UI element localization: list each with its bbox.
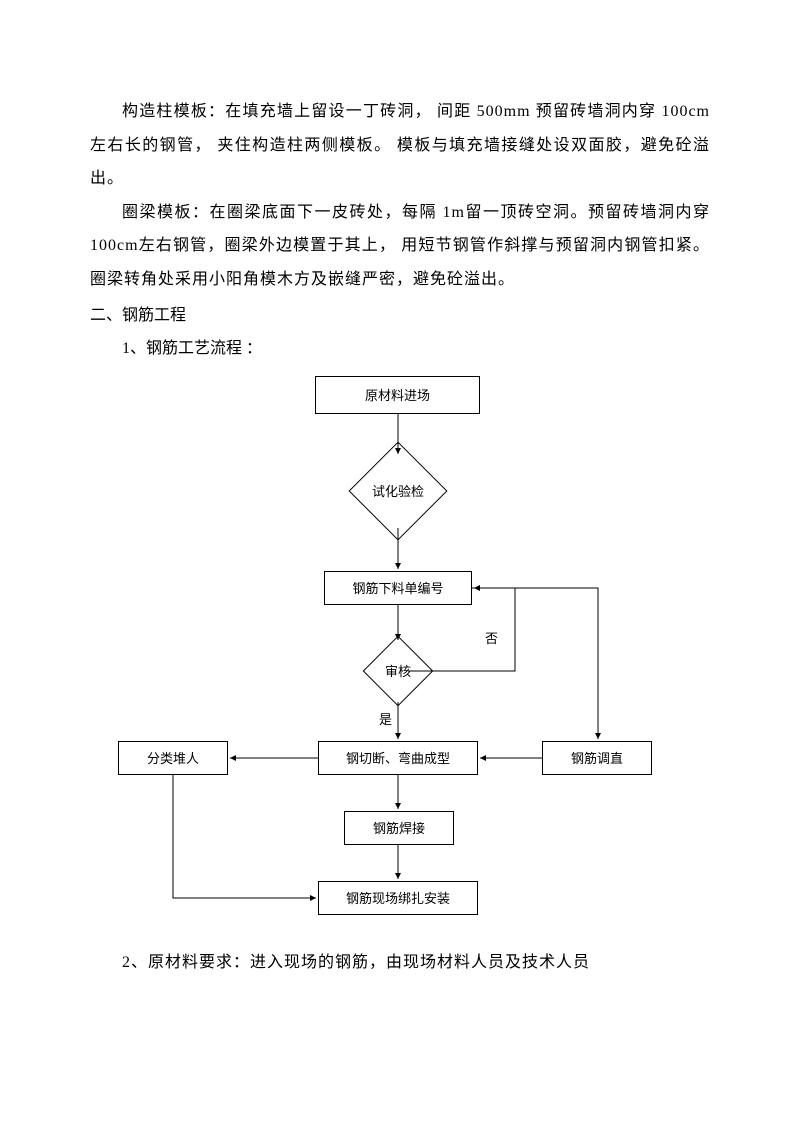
node-straighten: 钢筋调直 bbox=[542, 741, 652, 775]
node-audit: 审核 bbox=[373, 646, 423, 696]
heading-steel: 二、钢筋工程 bbox=[90, 299, 710, 333]
node-start: 原材料进场 bbox=[315, 376, 480, 414]
node-pile: 分类堆人 bbox=[118, 741, 228, 775]
paragraph-footer: 2、原材料要求：进入现场的钢筋，由现场材料人员及技术人员 bbox=[90, 946, 710, 980]
paragraph-1: 构造柱模板：在填充墙上留设一丁砖洞， 间距 500mm 预留砖墙洞内穿 100c… bbox=[90, 95, 710, 196]
node-check-label: 试化验检 bbox=[363, 456, 433, 526]
label-no: 否 bbox=[485, 628, 498, 647]
paragraph-2: 圈梁模板：在圈梁底面下一皮砖处，每隔 1m留一顶砖空洞。预留砖墙洞内穿 100c… bbox=[90, 196, 710, 297]
node-list: 钢筋下料单编号 bbox=[324, 571, 472, 605]
node-audit-label: 审核 bbox=[373, 646, 423, 696]
node-install: 钢筋现场绑扎安装 bbox=[318, 881, 478, 915]
node-weld: 钢筋焊接 bbox=[344, 811, 454, 845]
flowchart: 原材料进场 试化验检 钢筋下料单编号 审核 否 是 钢切断、弯曲成型 钢筋调直 … bbox=[90, 376, 710, 916]
node-cut: 钢切断、弯曲成型 bbox=[318, 741, 478, 775]
node-check: 试化验检 bbox=[363, 456, 433, 526]
label-yes: 是 bbox=[379, 709, 392, 728]
subheading-process: 1、钢筋工艺流程 ： bbox=[90, 332, 710, 366]
